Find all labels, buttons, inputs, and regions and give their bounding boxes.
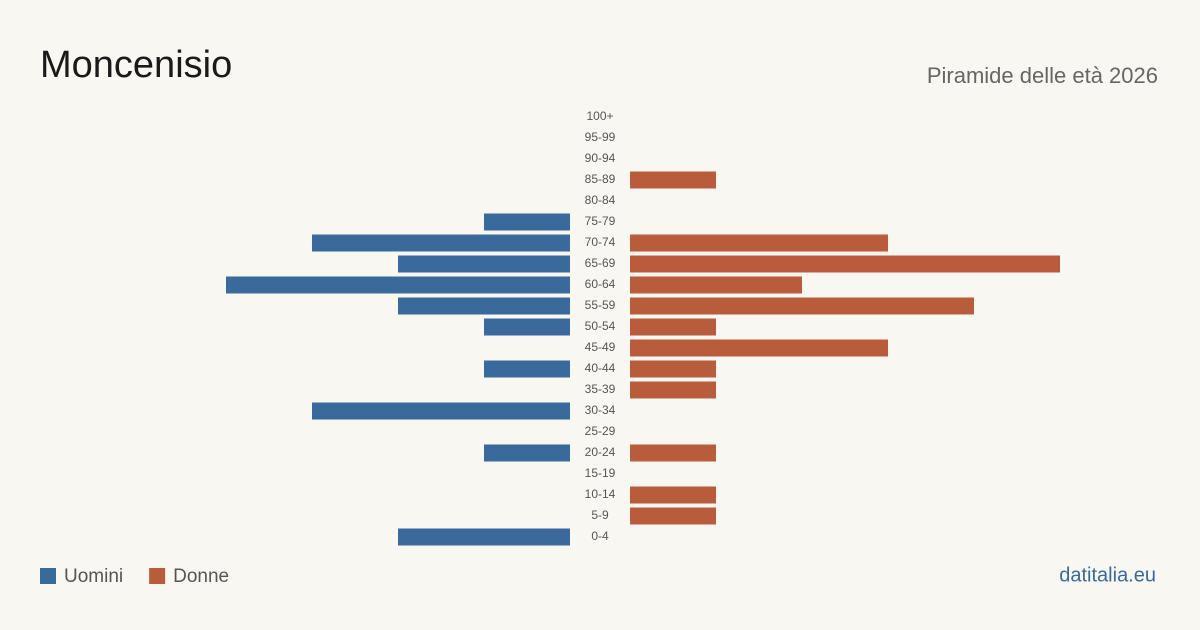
bar [630,444,716,462]
age-label: 95-99 [585,130,616,144]
age-label: 15-19 [585,466,616,480]
legend-swatch [149,568,166,584]
bar [398,255,570,273]
age-label: 35-39 [585,382,616,396]
legend-label: Donne [173,566,229,587]
bar [398,297,570,315]
bar [226,276,570,294]
age-label: 50-54 [585,319,616,333]
age-label: 45-49 [585,340,616,354]
bar [630,234,888,252]
age-label: 65-69 [585,256,616,270]
age-label: 30-34 [585,403,616,417]
chart-title: Moncenisio [40,44,232,86]
bar [630,297,974,315]
age-label: 100+ [586,109,613,123]
bar [630,381,716,399]
bar [484,360,570,378]
age-label: 25-29 [585,424,616,438]
bar [484,213,570,231]
bar [630,276,802,294]
age-label: 5-9 [591,508,609,522]
source: datitalia.eu [1059,564,1156,586]
age-label: 20-24 [585,445,616,459]
bar [630,339,888,357]
age-label: 40-44 [585,361,616,375]
age-label: 10-14 [585,487,616,501]
age-label: 75-79 [585,214,616,228]
bar [630,318,716,336]
age-label: 0-4 [591,529,609,543]
age-label: 90-94 [585,151,616,165]
age-label: 70-74 [585,235,616,249]
age-label: 80-84 [585,193,616,207]
bar [312,234,570,252]
legend-label: Uomini [64,566,123,587]
bar [630,255,1060,273]
bar [630,507,716,525]
age-label: 60-64 [585,277,616,291]
legend-swatch [40,568,56,584]
bar [630,360,716,378]
bar [630,486,716,504]
bar [312,402,570,420]
chart-subtitle: Piramide delle età 2026 [927,63,1158,88]
age-label: 85-89 [585,172,616,186]
bar [630,171,716,189]
bar [398,528,570,546]
age-label: 55-59 [585,298,616,312]
bar [484,444,570,462]
bar [484,318,570,336]
